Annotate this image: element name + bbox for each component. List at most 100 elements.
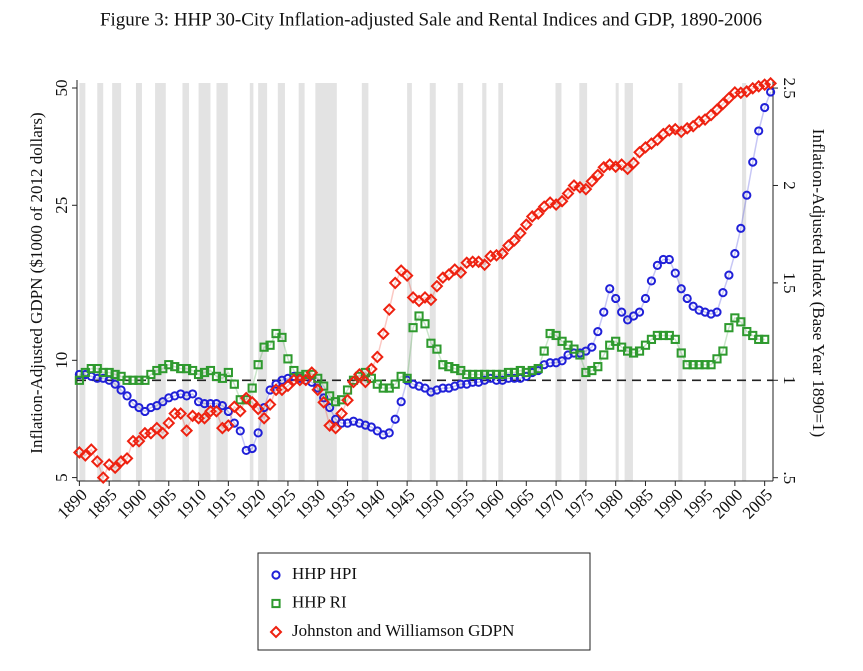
x-tick-label: 1920	[232, 485, 269, 522]
y2-tick-label: .5	[780, 471, 799, 484]
data-point	[205, 365, 216, 376]
shaded-period	[361, 83, 369, 481]
data-point	[281, 379, 295, 393]
data-point	[593, 362, 603, 372]
data-point	[319, 393, 329, 403]
y2-tick-label: 1.5	[780, 272, 799, 293]
x-tick-label: 2000	[709, 485, 746, 522]
data-point	[122, 391, 132, 401]
data-point	[156, 426, 170, 440]
shaded-period	[498, 83, 504, 481]
shaded-period	[457, 83, 464, 481]
data-point	[658, 330, 668, 341]
chart-title: Figure 3: HHP 30-City Inflation-adjusted…	[100, 9, 762, 30]
x-tick-label: 1955	[441, 485, 478, 522]
data-point	[370, 350, 384, 364]
data-point	[116, 385, 126, 395]
data-point	[736, 223, 746, 233]
shaded-period	[249, 83, 254, 481]
data-point	[227, 400, 241, 414]
data-point	[478, 258, 492, 272]
x-tick-label: 1910	[173, 485, 210, 522]
data-point	[188, 389, 198, 399]
data-point	[199, 367, 210, 378]
shaded-period	[407, 83, 412, 481]
data-point	[710, 103, 724, 117]
data-point	[764, 76, 778, 90]
data-point	[432, 344, 442, 354]
shaded-period	[482, 83, 487, 481]
data-point	[503, 367, 514, 378]
data-point	[718, 288, 728, 298]
data-point	[364, 362, 378, 376]
shaded-period	[298, 83, 305, 481]
x-tick-label: 1895	[83, 485, 120, 522]
data-point	[509, 373, 519, 383]
data-point	[211, 371, 222, 381]
data-point	[430, 279, 444, 293]
data-point	[515, 365, 525, 376]
data-point	[239, 391, 253, 405]
data-point	[215, 421, 229, 435]
data-point	[325, 391, 335, 401]
data-point	[746, 81, 760, 95]
data-point	[754, 334, 764, 344]
data-point	[509, 367, 519, 378]
data-point	[692, 115, 706, 128]
data-point	[384, 428, 394, 438]
data-point	[593, 326, 603, 337]
data-point	[382, 303, 396, 316]
data-point	[468, 369, 478, 380]
data-point	[424, 293, 438, 307]
data-point	[507, 234, 521, 247]
data-point	[521, 367, 531, 378]
data-point	[682, 293, 692, 304]
shaded-period	[112, 83, 122, 481]
data-point	[426, 338, 436, 348]
data-point	[450, 363, 460, 374]
data-point	[217, 373, 227, 383]
data-point	[132, 434, 146, 448]
data-point	[575, 350, 585, 360]
data-point	[418, 291, 432, 304]
data-point	[460, 256, 474, 270]
legend-box	[257, 552, 591, 651]
shaded-period	[555, 83, 562, 481]
data-point	[485, 369, 496, 380]
data-point	[628, 348, 639, 358]
data-point	[680, 121, 694, 135]
x-tick-label: 1905	[143, 485, 180, 522]
data-point	[390, 379, 400, 389]
data-point	[162, 416, 176, 430]
data-point	[545, 328, 555, 339]
shaded-period	[742, 83, 747, 481]
data-point	[640, 293, 651, 304]
data-point	[722, 91, 736, 105]
shaded-period	[277, 83, 285, 481]
data-point	[634, 346, 645, 356]
data-point	[134, 375, 144, 385]
y-tick-label: 50	[52, 80, 71, 97]
shaded-period	[615, 83, 619, 481]
data-point	[760, 334, 770, 344]
data-point	[754, 126, 764, 136]
data-point	[758, 78, 772, 92]
shaded-period	[678, 83, 683, 481]
data-point	[299, 373, 313, 387]
x-tick-label: 1965	[500, 485, 537, 522]
data-point	[718, 346, 728, 356]
data-point	[599, 307, 609, 317]
data-point	[444, 362, 454, 372]
data-point	[329, 421, 343, 435]
data-point	[497, 369, 508, 380]
data-point	[217, 401, 227, 411]
data-point	[694, 360, 704, 370]
data-point	[257, 411, 271, 425]
shaded-period	[216, 83, 228, 481]
shaded-period	[258, 83, 268, 481]
x-tick-label: 1935	[322, 485, 359, 522]
data-point	[342, 385, 353, 395]
y2-tick-label: 1	[780, 376, 799, 385]
data-point	[742, 190, 752, 200]
